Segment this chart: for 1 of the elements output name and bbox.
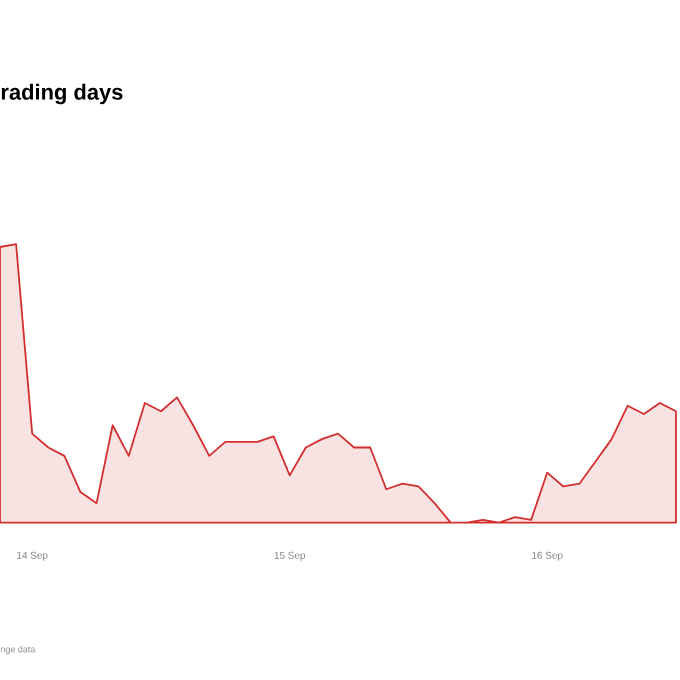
chart-title: rading days bbox=[1, 83, 123, 105]
